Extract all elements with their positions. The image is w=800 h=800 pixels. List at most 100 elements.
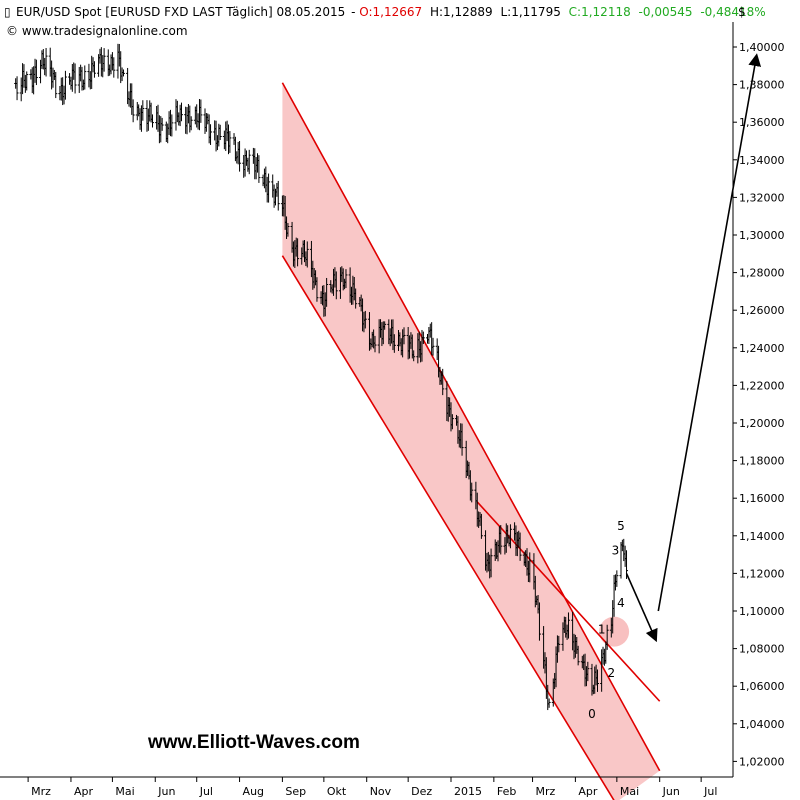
- price-bar: [460, 423, 464, 456]
- price-bar: [199, 99, 203, 123]
- price-bar: [576, 645, 580, 666]
- price-bars: [14, 43, 629, 711]
- price-bar: [15, 76, 19, 101]
- price-bar: [354, 288, 358, 309]
- price-bar: [238, 140, 242, 172]
- y-tick-label: 1,04000: [739, 718, 785, 731]
- y-tick-label: 1,28000: [739, 267, 785, 280]
- copyright-text: © www.tradesignalonline.com: [6, 24, 188, 38]
- price-bar: [267, 173, 271, 203]
- x-axis: Mrz Apr Mai Jun Jul Aug Sep Okt Nov Dez 2015 Feb Mrz…: [0, 776, 733, 798]
- x-tick-label: Apr: [74, 785, 94, 798]
- price-bar: [412, 350, 416, 362]
- price-bar: [595, 669, 599, 692]
- window-icon: ▯: [4, 5, 11, 19]
- y-tick-label: 1,06000: [739, 680, 785, 693]
- price-bar: [518, 532, 522, 561]
- change-abs-value: -0,00545: [639, 5, 693, 19]
- price-bar: [228, 131, 232, 153]
- channel-fill: [282, 82, 660, 800]
- price-bar: [605, 624, 609, 650]
- price-bar: [189, 116, 193, 131]
- plot-area: 0 1 2 3 4 5: [14, 43, 762, 800]
- price-bar: [547, 698, 551, 708]
- x-tick-label: Nov: [370, 785, 392, 798]
- x-tick-label: Feb: [497, 785, 516, 798]
- price-bar: [286, 222, 290, 237]
- price-bar: [141, 100, 145, 121]
- price-bar: [54, 71, 58, 99]
- wave-label: 5: [617, 519, 625, 533]
- price-bar: [431, 337, 435, 356]
- price-bar: [373, 335, 377, 353]
- y-tick-label: 1,32000: [739, 191, 785, 204]
- price-bar: [450, 414, 454, 430]
- x-tick-label: Mai: [620, 785, 639, 798]
- change-pct-value: -0,48418%: [700, 5, 765, 19]
- x-tick-label: Apr: [578, 785, 598, 798]
- header: ▯ EUR/USD Spot [EURUSD FXD LAST Täglich]…: [4, 5, 766, 38]
- price-bar: [479, 513, 483, 539]
- price-bar: [615, 570, 619, 587]
- y-tick-label: 1,16000: [739, 492, 785, 505]
- price-bar: [121, 69, 125, 77]
- price-bar: [25, 71, 29, 91]
- svg-text:EUR/USD Spot [EURUSD FXD LAST: EUR/USD Spot [EURUSD FXD LAST Täglich] 0…: [16, 5, 766, 19]
- price-bar: [363, 310, 367, 329]
- price-bar: [296, 238, 300, 267]
- price-bar: [305, 241, 309, 268]
- y-tick-label: 1,18000: [739, 455, 785, 468]
- price-bar: [247, 149, 251, 175]
- price-bar: [92, 61, 96, 78]
- wave-label: 2: [607, 666, 615, 680]
- price-bar: [73, 63, 77, 94]
- y-axis: 1,02000 1,04000 1,06000 1,08000 1,10000 1,120…: [732, 22, 785, 777]
- open-value: O:1,12667: [359, 5, 422, 19]
- y-tick-label: 1,30000: [739, 229, 785, 242]
- price-bar: [334, 271, 338, 300]
- price-bar: [276, 180, 280, 211]
- price-bar: [392, 334, 396, 353]
- price-bar: [131, 99, 135, 123]
- x-tick-label: Mrz: [536, 785, 556, 798]
- price-bar: [218, 124, 222, 141]
- y-tick-label: 1,02000: [739, 755, 785, 768]
- x-tick-label: 2015: [454, 785, 482, 798]
- x-tick-label: Jul: [703, 785, 717, 798]
- price-bar: [112, 57, 116, 78]
- projection-arrow-up: [657, 53, 762, 612]
- price-bar: [102, 48, 106, 72]
- y-tick-label: 1,24000: [739, 342, 785, 355]
- price-bar: [470, 482, 474, 503]
- x-tick-label: Okt: [327, 785, 347, 798]
- price-bar: [557, 635, 561, 653]
- x-tick-label: Jun: [157, 785, 175, 798]
- channel-lower-line: [281, 255, 615, 800]
- price-bar: [44, 47, 48, 77]
- price-bar: [160, 117, 164, 131]
- channel-upper-line: [281, 82, 661, 772]
- price-bar: [499, 525, 503, 555]
- y-tick-label: 1,14000: [739, 530, 785, 543]
- price-bar: [383, 321, 387, 330]
- price-bar: [566, 612, 570, 639]
- y-tick-label: 1,36000: [739, 116, 785, 129]
- price-bar: [586, 661, 590, 682]
- x-tick-label: Jul: [199, 785, 213, 798]
- y-tick-label: 1,38000: [739, 79, 785, 92]
- y-tick-label: 1,26000: [739, 304, 785, 317]
- close-value: C:1,12118: [569, 5, 631, 19]
- x-tick-label: Aug: [243, 785, 264, 798]
- price-bar: [63, 70, 67, 100]
- price-bar: [34, 59, 38, 86]
- projection-arrow-down: [625, 573, 658, 643]
- price-bar: [508, 524, 512, 549]
- y-tick-label: 1,22000: [739, 379, 785, 392]
- instrument-title: EUR/USD Spot [EURUSD FXD LAST Täglich] 0…: [16, 5, 345, 19]
- breakout-circle: [599, 616, 630, 647]
- price-bar: [209, 124, 213, 145]
- y-tick-label: 1,34000: [739, 154, 785, 167]
- low-value: L:1,11795: [500, 5, 560, 19]
- price-bar: [402, 327, 406, 345]
